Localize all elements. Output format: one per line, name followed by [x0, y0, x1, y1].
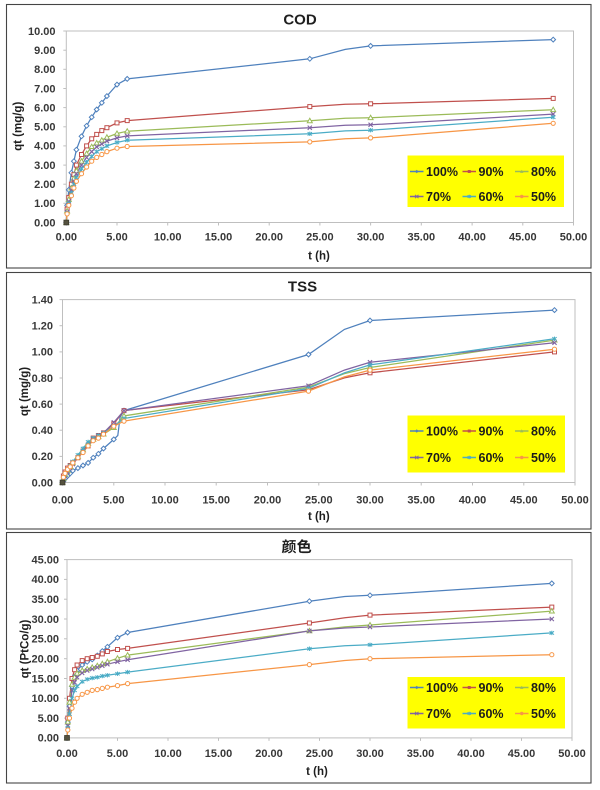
svg-text:50%: 50% — [531, 451, 556, 465]
svg-text:20.00: 20.00 — [31, 654, 59, 666]
svg-text:qt (PtCo/g): qt (PtCo/g) — [20, 619, 32, 678]
svg-text:5.00: 5.00 — [34, 122, 55, 134]
svg-text:TSS: TSS — [288, 279, 317, 296]
svg-text:0.00: 0.00 — [56, 748, 77, 760]
svg-text:10.00: 10.00 — [154, 232, 182, 244]
svg-text:25.00: 25.00 — [306, 748, 334, 760]
svg-text:t (h): t (h) — [308, 251, 330, 263]
svg-text:60%: 60% — [479, 451, 504, 465]
svg-text:100%: 100% — [426, 681, 458, 695]
svg-text:3.00: 3.00 — [34, 160, 55, 172]
svg-text:100%: 100% — [426, 424, 458, 438]
svg-text:45.00: 45.00 — [31, 554, 59, 566]
svg-text:COD: COD — [283, 12, 317, 29]
svg-text:1.00: 1.00 — [34, 198, 55, 210]
svg-text:80%: 80% — [531, 165, 556, 179]
svg-text:80%: 80% — [531, 681, 556, 695]
svg-text:t (h): t (h) — [308, 511, 330, 523]
svg-text:10.00: 10.00 — [154, 748, 182, 760]
svg-text:50%: 50% — [531, 190, 556, 204]
svg-text:40.00: 40.00 — [457, 748, 485, 760]
svg-text:40.00: 40.00 — [31, 574, 59, 586]
svg-text:25.00: 25.00 — [31, 634, 59, 646]
svg-text:t (h): t (h) — [306, 766, 328, 778]
svg-text:30.00: 30.00 — [356, 748, 384, 760]
svg-text:80%: 80% — [531, 424, 556, 438]
svg-text:5.00: 5.00 — [107, 748, 128, 760]
svg-text:0.20: 0.20 — [32, 451, 53, 463]
svg-text:50.00: 50.00 — [558, 748, 586, 760]
svg-text:35.00: 35.00 — [407, 748, 435, 760]
svg-text:70%: 70% — [426, 451, 451, 465]
svg-text:qt (mg/g): qt (mg/g) — [13, 102, 25, 151]
svg-text:20.00: 20.00 — [255, 748, 283, 760]
svg-text:40.00: 40.00 — [459, 495, 487, 507]
svg-text:0.00: 0.00 — [34, 217, 55, 229]
svg-text:2.00: 2.00 — [34, 179, 55, 191]
svg-text:45.00: 45.00 — [509, 232, 537, 244]
svg-text:10.00: 10.00 — [31, 693, 59, 705]
svg-text:10.00: 10.00 — [28, 26, 56, 38]
svg-text:70%: 70% — [426, 707, 451, 721]
svg-text:30.00: 30.00 — [356, 495, 384, 507]
svg-text:50%: 50% — [531, 707, 556, 721]
svg-text:45.00: 45.00 — [508, 748, 536, 760]
svg-text:0.00: 0.00 — [52, 495, 73, 507]
svg-text:qt (mg/g): qt (mg/g) — [19, 367, 31, 416]
svg-text:0.60: 0.60 — [32, 399, 53, 411]
svg-text:1.20: 1.20 — [32, 321, 53, 333]
svg-text:10.00: 10.00 — [151, 495, 179, 507]
svg-text:45.00: 45.00 — [510, 495, 538, 507]
svg-text:20.00: 20.00 — [254, 495, 282, 507]
svg-text:7.00: 7.00 — [34, 83, 55, 95]
svg-text:90%: 90% — [479, 165, 504, 179]
svg-text:1.40: 1.40 — [32, 294, 53, 306]
svg-text:30.00: 30.00 — [31, 614, 59, 626]
svg-text:9.00: 9.00 — [34, 45, 55, 57]
svg-text:60%: 60% — [479, 190, 504, 204]
svg-text:5.00: 5.00 — [38, 713, 59, 725]
svg-text:1.00: 1.00 — [32, 347, 53, 359]
svg-text:90%: 90% — [479, 681, 504, 695]
svg-text:15.00: 15.00 — [202, 495, 230, 507]
svg-text:5.00: 5.00 — [106, 232, 127, 244]
svg-text:25.00: 25.00 — [305, 495, 333, 507]
svg-text:15.00: 15.00 — [205, 748, 233, 760]
svg-text:35.00: 35.00 — [31, 594, 59, 606]
svg-text:0.40: 0.40 — [32, 425, 53, 437]
svg-text:8.00: 8.00 — [34, 64, 55, 76]
svg-text:35.00: 35.00 — [407, 495, 435, 507]
svg-text:6.00: 6.00 — [34, 102, 55, 114]
svg-text:20.00: 20.00 — [255, 232, 283, 244]
svg-text:60%: 60% — [479, 707, 504, 721]
svg-text:0.00: 0.00 — [38, 733, 59, 745]
svg-text:90%: 90% — [479, 424, 504, 438]
svg-text:15.00: 15.00 — [205, 232, 233, 244]
svg-text:25.00: 25.00 — [306, 232, 334, 244]
svg-text:35.00: 35.00 — [408, 232, 436, 244]
svg-text:15.00: 15.00 — [31, 673, 59, 685]
svg-text:4.00: 4.00 — [34, 141, 55, 153]
svg-text:30.00: 30.00 — [357, 232, 385, 244]
svg-text:40.00: 40.00 — [458, 232, 486, 244]
svg-text:0.80: 0.80 — [32, 373, 53, 385]
svg-text:50.00: 50.00 — [561, 495, 589, 507]
svg-text:0.00: 0.00 — [56, 232, 77, 244]
svg-text:5.00: 5.00 — [103, 495, 124, 507]
svg-text:70%: 70% — [426, 190, 451, 204]
svg-text:100%: 100% — [426, 165, 458, 179]
svg-text:0.00: 0.00 — [32, 477, 53, 489]
svg-text:50.00: 50.00 — [560, 232, 588, 244]
